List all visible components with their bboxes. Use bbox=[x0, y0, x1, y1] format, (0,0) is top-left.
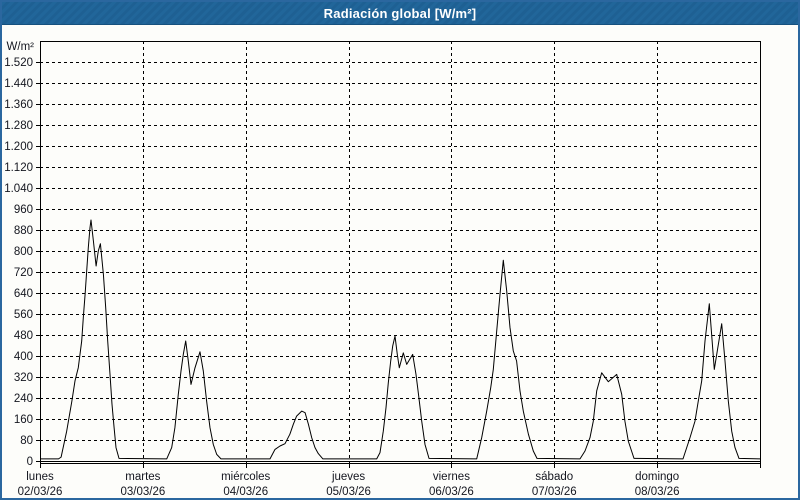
y-tick-label: 1.040 bbox=[4, 183, 33, 195]
x-axis-date-label: 04/03/26 bbox=[223, 486, 268, 498]
y-tick-label: 720 bbox=[14, 267, 33, 279]
x-axis-weekday-label: domingo bbox=[635, 471, 679, 483]
y-tick-label: 160 bbox=[14, 414, 33, 426]
chart-svg: 0 80 160 240 320 400 480 560 640 720 800 880 960 1.04… bbox=[4, 41, 761, 498]
x-axis-weekday-label: viernes bbox=[433, 471, 470, 483]
y-tick-label: 1.440 bbox=[4, 78, 33, 90]
x-axis-weekday-label: lunes bbox=[26, 471, 54, 483]
y-tick-label: 80 bbox=[20, 435, 33, 447]
y-tick-label: 1.280 bbox=[4, 120, 33, 132]
radiation-curve bbox=[40, 219, 761, 460]
y-tick-label: 1.520 bbox=[4, 57, 33, 69]
x-axis-date-label: 02/03/26 bbox=[18, 486, 63, 498]
x-axis-date-label: 08/03/26 bbox=[635, 486, 680, 498]
y-tick-label: 400 bbox=[14, 351, 33, 363]
radiation-series-line bbox=[40, 219, 761, 460]
chart-title: Radiación global [W/m²] bbox=[323, 5, 477, 21]
y-tick-label: 880 bbox=[14, 225, 33, 237]
window-titlebar[interactable]: Radiación global [W/m²] bbox=[2, 2, 798, 25]
x-axis-weekday-label: miércoles bbox=[221, 471, 270, 483]
y-tick-label: 240 bbox=[14, 393, 33, 405]
y-tick-label: 1.360 bbox=[4, 99, 33, 111]
y-tick-label: 960 bbox=[14, 204, 33, 216]
x-axis-date-label: 06/03/26 bbox=[429, 486, 474, 498]
y-tick-label: 320 bbox=[14, 372, 33, 384]
y-tick-label: 1.120 bbox=[4, 162, 33, 174]
x-axis-weekday-label: jueves bbox=[331, 471, 365, 483]
chart-canvas: 0 80 160 240 320 400 480 560 640 720 800 880 960 1.04… bbox=[2, 25, 798, 498]
x-axis-labels: lunes 02/03/26 martes 03/03/26 miércoles 04/0… bbox=[18, 471, 680, 498]
x-axis-weekday-label: sábado bbox=[535, 471, 573, 483]
plot-frame bbox=[40, 41, 761, 464]
x-axis-date-label: 03/03/26 bbox=[120, 486, 165, 498]
y-axis-unit-label: W/m² bbox=[7, 41, 35, 53]
y-tick-label: 480 bbox=[14, 330, 33, 342]
y-tick-label: 0 bbox=[27, 456, 33, 468]
x-axis-date-label: 07/03/26 bbox=[532, 486, 577, 498]
x-axis-date-label: 05/03/26 bbox=[326, 486, 371, 498]
vertical-gridlines bbox=[143, 41, 658, 461]
horizontal-gridlines bbox=[40, 62, 760, 441]
y-tick-label: 640 bbox=[14, 288, 33, 300]
y-tick-label: 1.200 bbox=[4, 141, 33, 153]
y-tick-label: 800 bbox=[14, 246, 33, 258]
y-axis-labels: 0 80 160 240 320 400 480 560 640 720 800 880 960 1.04… bbox=[4, 41, 34, 468]
x-axis-weekday-label: martes bbox=[125, 471, 160, 483]
y-tick-label: 560 bbox=[14, 309, 33, 321]
axis-ticks bbox=[36, 62, 761, 468]
